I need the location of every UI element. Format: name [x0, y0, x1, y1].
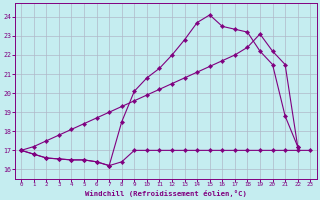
X-axis label: Windchill (Refroidissement éolien,°C): Windchill (Refroidissement éolien,°C)	[85, 190, 247, 197]
